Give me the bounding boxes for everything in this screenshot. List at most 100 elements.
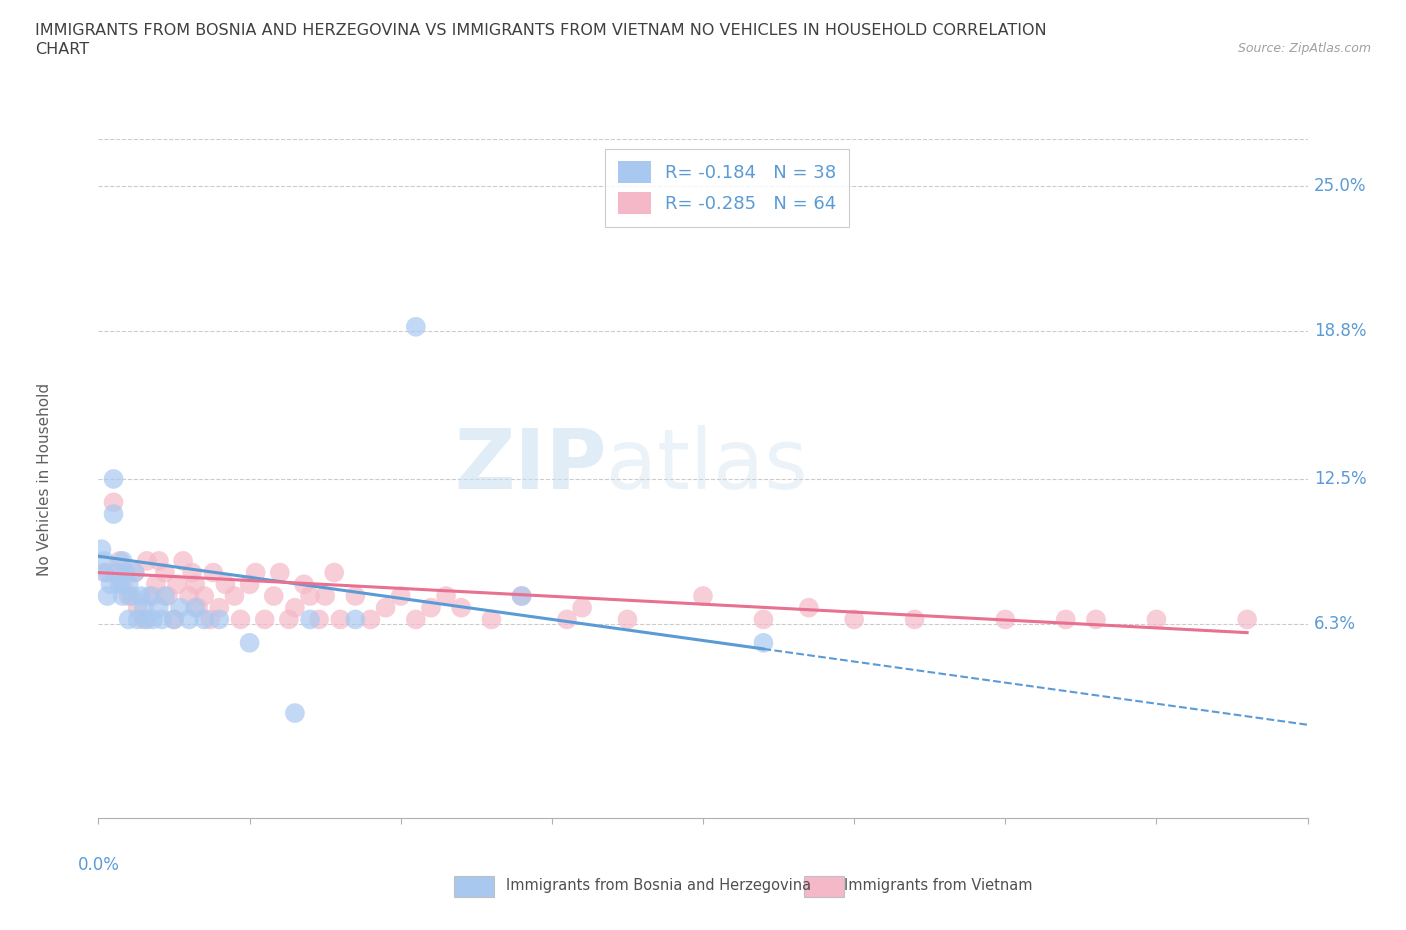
Point [172,553,194,568]
Point [202,565,225,580]
Point [103,472,125,486]
Point [103,495,125,510]
Point [1085,612,1108,627]
Point [96,565,118,580]
Point [148,600,170,615]
Text: 12.5%: 12.5% [1313,470,1367,488]
Point [904,612,927,627]
Point [153,589,176,604]
Point [752,612,775,627]
Point [308,612,330,627]
Point [571,600,593,615]
Point [103,507,125,522]
Point [139,589,162,604]
Point [844,612,866,627]
Point [127,600,149,615]
Point [1236,612,1258,627]
Point [299,612,322,627]
Point [111,589,134,604]
Point [555,612,578,627]
Point [184,600,207,615]
Text: ZIP: ZIP [454,425,606,506]
Point [360,612,382,627]
Legend: R= -0.184   N = 38, R= -0.285   N = 64: R= -0.184 N = 38, R= -0.285 N = 64 [606,149,849,227]
Text: No Vehicles in Household: No Vehicles in Household [37,382,52,576]
Point [108,577,131,591]
Point [214,577,236,591]
Text: 25.0%: 25.0% [1313,178,1367,195]
Point [135,612,157,627]
Point [405,319,427,334]
Text: Source: ZipAtlas.com: Source: ZipAtlas.com [1237,42,1371,55]
Point [994,612,1017,627]
Point [450,600,472,615]
Point [208,612,231,627]
Point [184,577,207,591]
Point [118,577,141,591]
Point [90,542,112,557]
Point [481,612,503,627]
Point [114,565,136,580]
Point [344,589,367,604]
Text: Immigrants from Vietnam: Immigrants from Vietnam [844,878,1032,893]
Point [434,589,457,604]
Point [323,565,346,580]
Point [510,589,533,604]
Point [292,577,315,591]
Point [145,577,167,591]
Point [1144,612,1167,627]
Point [124,565,146,580]
Point [253,612,276,627]
Point [93,565,115,580]
Point [132,600,155,615]
Text: IMMIGRANTS FROM BOSNIA AND HERZEGOVINA VS IMMIGRANTS FROM VIETNAM NO VEHICLES IN: IMMIGRANTS FROM BOSNIA AND HERZEGOVINA V… [35,23,1047,38]
Point [163,612,186,627]
Point [121,589,143,604]
Point [108,553,131,568]
Point [93,553,115,568]
Point [169,600,191,615]
Point [329,612,352,627]
Point [299,589,322,604]
Point [105,565,128,580]
Point [150,612,173,627]
Point [111,577,134,591]
Point [135,553,157,568]
Point [148,553,170,568]
Point [616,612,638,627]
Point [132,612,155,627]
Text: Immigrants from Bosnia and Herzegovina: Immigrants from Bosnia and Herzegovina [506,878,811,893]
Point [193,589,215,604]
Point [239,577,262,591]
Point [153,565,176,580]
Text: 0.0%: 0.0% [77,856,120,874]
Point [419,600,441,615]
Point [510,589,533,604]
Point [263,589,285,604]
Point [177,589,201,604]
Point [163,612,186,627]
Point [118,612,141,627]
Point [193,612,215,627]
Text: CHART: CHART [35,42,89,57]
Point [344,612,367,627]
Text: 6.3%: 6.3% [1313,615,1355,633]
Point [797,600,820,615]
Text: atlas: atlas [606,425,808,506]
Point [208,600,231,615]
Point [752,635,775,650]
Point [245,565,267,580]
Point [269,565,291,580]
Point [96,589,118,604]
Point [166,577,188,591]
Point [111,553,134,568]
Point [187,600,209,615]
Point [177,612,201,627]
Point [156,589,179,604]
Text: 18.8%: 18.8% [1313,323,1367,340]
Point [142,589,165,604]
Point [374,600,396,615]
Point [127,612,149,627]
Point [284,600,307,615]
Point [314,589,336,604]
